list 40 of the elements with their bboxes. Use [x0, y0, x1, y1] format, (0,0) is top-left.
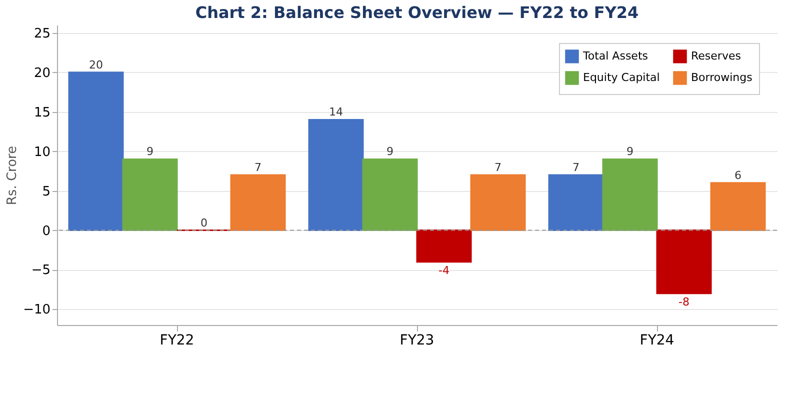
data-label: 7: [494, 161, 502, 174]
data-label: 20: [89, 58, 103, 72]
y-tick-label: −10: [23, 302, 50, 318]
legend-label: Equity Capital: [583, 71, 660, 84]
y-axis-title: Rs. Crore: [5, 146, 20, 206]
x-tick-label: FY24: [640, 332, 674, 348]
y-tick-label: 25: [34, 26, 50, 42]
data-label: 9: [626, 145, 634, 158]
legend-label: Borrowings: [691, 71, 753, 84]
bar: [122, 158, 178, 232]
bar: [548, 174, 604, 232]
data-label: 7: [572, 161, 580, 174]
data-label: 6: [734, 168, 742, 182]
data-label: 14: [329, 106, 343, 119]
data-label: 9: [386, 145, 394, 158]
x-tick-label: FY22: [160, 332, 194, 348]
bar: [362, 158, 418, 232]
bar: [710, 182, 766, 232]
y-tick-label: 0: [42, 224, 50, 239]
bar: [68, 72, 124, 232]
y-tick-label: 5: [42, 184, 50, 200]
data-label: 7: [254, 161, 262, 174]
bar: [656, 230, 712, 294]
y-tick-label: 20: [34, 66, 50, 81]
y-tick-label: −5: [31, 263, 50, 278]
data-label: -4: [438, 264, 450, 277]
bar: [416, 230, 472, 263]
y-tick-label: 15: [34, 105, 50, 120]
legend-label: Total Assets: [582, 49, 648, 62]
y-tick-label: 10: [34, 144, 50, 160]
bar: [470, 174, 526, 232]
data-label: 0: [200, 216, 208, 230]
data-label: -8: [678, 295, 690, 308]
bar: [308, 118, 364, 232]
data-label: 9: [146, 145, 154, 158]
legend-label: Reserves: [691, 49, 742, 62]
chart-title: Chart 2: Balance Sheet Overview — FY22 to FY24: [195, 3, 639, 22]
x-tick-label: FY23: [400, 332, 434, 348]
bar: [230, 174, 286, 232]
bar: [602, 158, 658, 232]
